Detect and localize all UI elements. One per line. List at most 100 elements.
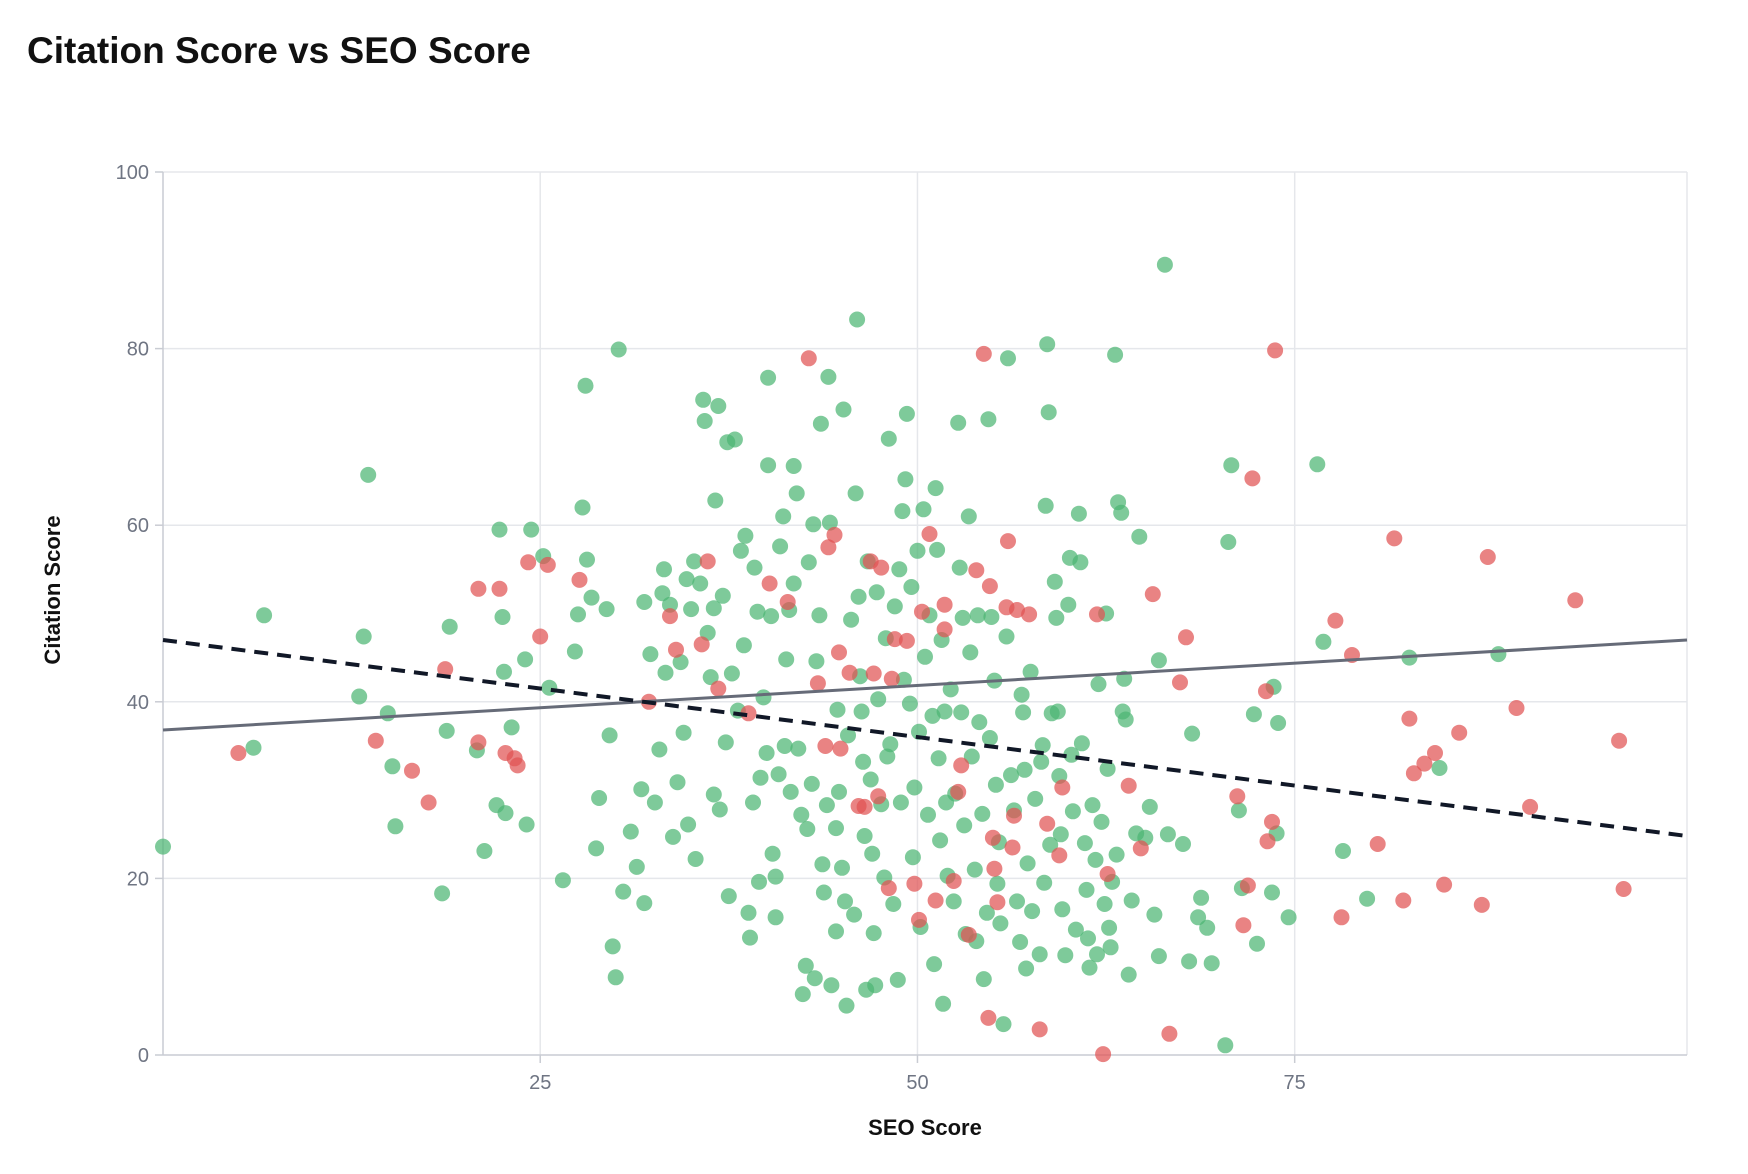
data-point: [981, 578, 998, 595]
data-point: [384, 758, 401, 775]
data-point: [470, 734, 487, 751]
data-point: [1386, 530, 1403, 547]
data-point: [929, 541, 946, 558]
data-point: [992, 915, 1009, 932]
data-point: [1117, 711, 1134, 728]
data-point: [837, 893, 853, 910]
data-point: [680, 816, 697, 833]
data-point: [930, 750, 947, 767]
data-point: [806, 970, 823, 987]
data-point: [856, 828, 873, 844]
data-point: [986, 860, 1003, 877]
data-point: [1095, 1046, 1112, 1063]
data-point: [1220, 534, 1237, 550]
data-point: [856, 798, 873, 815]
data-point: [1490, 646, 1507, 663]
data-point: [831, 783, 847, 800]
data-point: [927, 480, 944, 497]
data-point: [870, 691, 887, 708]
y-tick-label: 40: [127, 692, 149, 714]
data-point: [945, 873, 962, 889]
data-point: [571, 571, 588, 588]
data-point: [1089, 606, 1105, 623]
data-point: [962, 644, 979, 661]
data-point: [1024, 903, 1041, 920]
data-point: [518, 816, 535, 833]
data-point: [1031, 1021, 1048, 1038]
data-point: [1615, 881, 1632, 897]
data-point: [895, 671, 912, 688]
data-point: [1046, 573, 1063, 590]
data-point: [1217, 1037, 1234, 1054]
data-point: [723, 665, 740, 682]
data-point: [1022, 663, 1039, 680]
data-point: [497, 805, 514, 822]
data-point: [1000, 533, 1016, 550]
data-point: [579, 551, 595, 568]
data-point: [767, 909, 784, 926]
data-point: [1048, 609, 1065, 626]
data-point: [886, 598, 903, 615]
data-point: [1141, 798, 1158, 815]
data-point: [656, 561, 672, 578]
data-point: [1264, 884, 1280, 901]
data-point: [760, 457, 777, 474]
data-point: [1369, 836, 1386, 852]
data-point: [695, 391, 712, 408]
data-point: [797, 957, 814, 974]
data-point: [1416, 755, 1433, 772]
data-point: [838, 997, 855, 1014]
data-point: [832, 740, 849, 757]
data-point: [1093, 813, 1110, 830]
data-point: [751, 873, 767, 890]
data-point: [1031, 946, 1048, 963]
data-point: [752, 769, 769, 786]
data-point: [1327, 612, 1344, 629]
data-point: [1054, 779, 1071, 796]
data-point: [604, 938, 621, 955]
data-point: [814, 856, 831, 873]
data-point: [570, 606, 586, 623]
data-point: [636, 895, 653, 912]
data-point: [1027, 790, 1044, 807]
data-point: [740, 705, 757, 722]
data-point: [936, 703, 953, 720]
data-point: [687, 851, 704, 867]
data-point: [1070, 505, 1087, 522]
data-point: [601, 727, 618, 744]
data-point: [749, 603, 766, 620]
data-point: [924, 707, 941, 724]
data-point: [1054, 901, 1071, 918]
x-tick-label: 75: [1284, 1072, 1306, 1094]
data-point: [978, 904, 995, 921]
data-point: [574, 499, 591, 516]
x-tick-label: 50: [906, 1072, 928, 1094]
data-point: [1229, 788, 1246, 805]
data-point: [1052, 826, 1069, 843]
data-point: [1051, 847, 1068, 864]
data-point: [1123, 892, 1140, 909]
data-point: [898, 632, 915, 649]
data-points: [155, 256, 1632, 1063]
data-point: [662, 608, 678, 625]
data-point: [846, 906, 863, 923]
data-point: [901, 695, 918, 712]
data-point: [662, 596, 678, 613]
y-tick-label: 100: [116, 162, 149, 184]
data-point: [256, 607, 273, 624]
data-point: [920, 806, 936, 823]
grid-lines: [163, 171, 1688, 1055]
data-point: [668, 641, 684, 658]
data-point: [776, 738, 793, 754]
data-point: [1037, 497, 1054, 514]
data-point: [686, 553, 703, 570]
data-point: [772, 538, 789, 555]
data-point: [1009, 602, 1025, 618]
data-point: [882, 736, 899, 753]
chart-title: Citation Score vs SEO Score: [27, 30, 531, 71]
data-point: [1067, 921, 1084, 938]
data-point: [828, 923, 844, 940]
data-point: [800, 554, 817, 571]
data-point: [821, 514, 838, 531]
